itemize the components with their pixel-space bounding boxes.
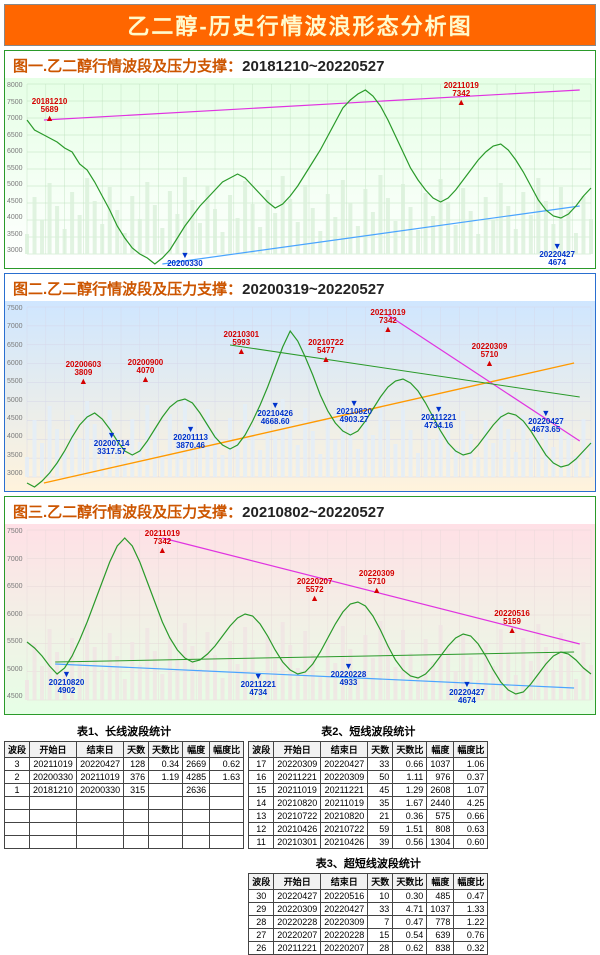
col-header: 幅度 (427, 742, 454, 758)
col-header: 结束日 (321, 874, 368, 890)
col-header: 结束日 (77, 742, 124, 758)
peak-marker: 202202075572 (297, 578, 333, 603)
y-axis: 7500700065006000550050004500400035003000 (7, 301, 23, 491)
trough-marker: 202108204903.27 (336, 399, 372, 424)
col-header: 波段 (249, 874, 274, 890)
table-right-top: 表2、短线波段统计 波段开始日结束日天数天数比幅度幅度比172022030920… (248, 721, 488, 849)
table-row: 162021122120220309501.119760.37 (249, 771, 488, 784)
table-row (5, 836, 244, 849)
chart-area: 7500700065006000550050004500400035003000… (5, 301, 595, 491)
chart-panel-2: 图二.乙二醇行情波段及压力支撑：20200319~202205277500700… (4, 273, 596, 492)
col-header: 波段 (5, 742, 30, 758)
col-header: 天数 (124, 742, 149, 758)
trough-marker: 202202284933 (331, 662, 367, 687)
trough-marker: 202204274673.65 (528, 409, 564, 434)
table-row: 152021101920211221451.2926081.07 (249, 784, 488, 797)
table-row (5, 823, 244, 836)
trough-marker: 202007143317.57 (94, 431, 130, 456)
table-row: 172022030920220427330.6610371.06 (249, 758, 488, 771)
trough-marker: 202003303057 (167, 251, 203, 268)
col-header: 幅度 (183, 742, 210, 758)
peak-marker: 202203095710 (359, 570, 395, 595)
y-axis: 7500700065006000550050004500 (7, 524, 23, 714)
table-caption: 表1、长线波段统计 (4, 721, 244, 741)
table-row: 120181210202003303152636 (5, 784, 244, 797)
table-row: 142021082020211019351.6724404.25 (249, 797, 488, 810)
table-row: 132021072220210820210.365750.66 (249, 810, 488, 823)
peak-marker: 202110197342 (145, 530, 180, 555)
col-header: 幅度比 (454, 742, 488, 758)
table-row: 302022042720220516100.304850.47 (249, 890, 488, 903)
trough-marker: 202108204902 (49, 670, 85, 695)
table-row (5, 810, 244, 823)
table-row: 262021122120220207280.628380.32 (249, 942, 488, 955)
panel-title: 图二.乙二醇行情波段及压力支撑：20200319~20220527 (5, 274, 595, 301)
col-header: 天数比 (393, 742, 427, 758)
col-header: 开始日 (274, 742, 321, 758)
peak-marker: 202205165159 (494, 610, 530, 635)
table-row (5, 797, 244, 810)
trough-marker: 202204274674 (449, 680, 485, 705)
peak-marker: 202107225477 (308, 339, 344, 364)
col-header: 幅度比 (454, 874, 488, 890)
table-row: 28202202282022030970.477781.22 (249, 916, 488, 929)
table-row: 122021042620210722591.518080.63 (249, 823, 488, 836)
col-header: 天数比 (393, 874, 427, 890)
table-right-bottom: 表3、超短线波段统计 波段开始日结束日天数天数比幅度幅度比30202204272… (248, 853, 488, 955)
peak-marker: 202103015993 (224, 331, 260, 356)
col-header: 幅度比 (210, 742, 244, 758)
chart-area: 8000750070006500600055005000450040003500… (5, 78, 595, 268)
trough-marker: 202204274674 (539, 242, 575, 267)
table-row: 220200330202110193761.1942851.63 (5, 771, 244, 784)
table-caption: 表3、超短线波段统计 (248, 853, 488, 873)
col-header: 波段 (249, 742, 274, 758)
table-row: 292022030920220427334.7110371.33 (249, 903, 488, 916)
table-row: 272022020720220228150.546390.76 (249, 929, 488, 942)
peak-marker: 202203095710 (472, 343, 508, 368)
table-row: 112021030120210426390.5613040.60 (249, 836, 488, 849)
trough-marker: 202011133870.46 (173, 425, 208, 450)
panel-title: 图一.乙二醇行情波段及压力支撑：20181210~20220527 (5, 51, 595, 78)
chart-area: 7500700065006000550050004500 202108204902… (5, 524, 595, 714)
chart-panel-1: 图一.乙二醇行情波段及压力支撑：20181210~202205278000750… (4, 50, 596, 269)
table-left: 表1、长线波段统计 波段开始日结束日天数天数比幅度幅度比320211019202… (4, 721, 244, 849)
trough-marker: 202112214734 (241, 672, 276, 697)
peak-marker: 202110197342 (444, 82, 479, 107)
trough-marker: 202112214734.16 (421, 405, 456, 430)
peak-marker: 201812105689 (32, 98, 68, 123)
table-caption: 表2、短线波段统计 (248, 721, 488, 741)
col-header: 天数比 (149, 742, 183, 758)
trough-marker: 202104264668.60 (257, 401, 293, 426)
col-header: 开始日 (30, 742, 77, 758)
col-header: 天数 (368, 742, 393, 758)
tables-row: 表1、长线波段统计 波段开始日结束日天数天数比幅度幅度比320211019202… (4, 721, 596, 955)
table-row: 320211019202204271280.3426690.62 (5, 758, 244, 771)
peak-marker: 202006033809 (66, 361, 102, 386)
col-header: 开始日 (274, 874, 321, 890)
col-header: 天数 (368, 874, 393, 890)
main-title: 乙二醇-历史行情波浪形态分析图 (4, 4, 596, 46)
y-axis: 8000750070006500600055005000450040003500… (7, 78, 23, 268)
col-header: 幅度 (427, 874, 454, 890)
panel-title: 图三.乙二醇行情波段及压力支撑：20210802~20220527 (5, 497, 595, 524)
col-header: 结束日 (321, 742, 368, 758)
peak-marker: 202009004070 (128, 359, 164, 384)
peak-marker: 202110197342 (370, 309, 405, 334)
chart-panel-3: 图三.乙二醇行情波段及压力支撑：20210802~202205277500700… (4, 496, 596, 715)
